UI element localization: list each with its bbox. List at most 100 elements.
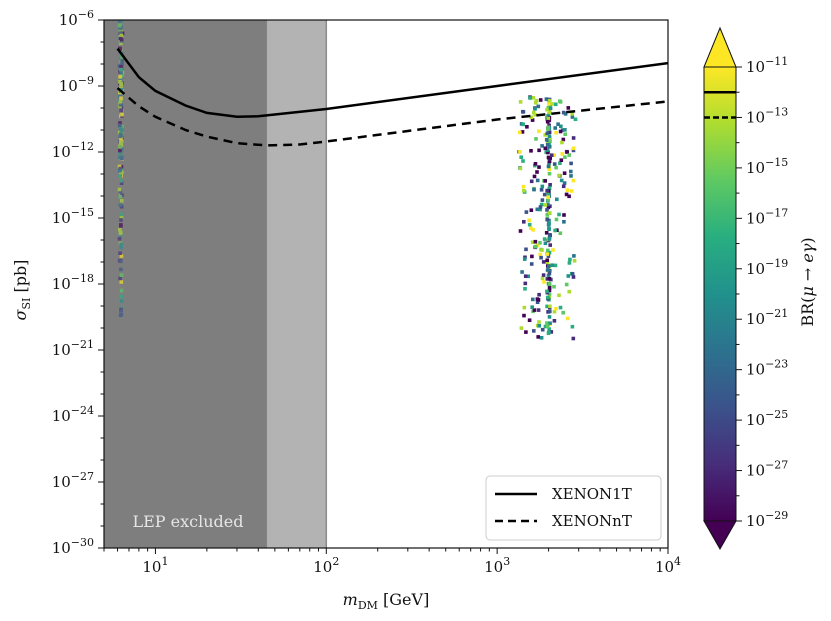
scatter-point bbox=[546, 295, 550, 300]
scatter-point bbox=[119, 139, 124, 144]
scatter-point bbox=[544, 97, 549, 101]
scatter-point bbox=[120, 62, 124, 67]
scatter-point bbox=[545, 142, 550, 147]
scatter-point bbox=[119, 65, 123, 69]
scatter-point bbox=[533, 100, 538, 105]
scatter-point bbox=[545, 119, 550, 124]
scatter-point bbox=[522, 313, 526, 318]
scatter-point bbox=[541, 260, 546, 264]
lep-excluded-label: LEP excluded bbox=[133, 512, 244, 531]
scatter-point bbox=[118, 203, 123, 207]
scatter-point bbox=[518, 150, 522, 154]
scatter-point bbox=[521, 109, 525, 114]
scatter-point bbox=[119, 245, 123, 250]
scatter-point bbox=[569, 169, 573, 174]
scatter-point bbox=[537, 165, 541, 169]
scatter-point bbox=[119, 224, 123, 228]
x-tick-label: 102 bbox=[313, 555, 339, 576]
scatter-point bbox=[518, 130, 522, 135]
scatter-point bbox=[530, 305, 534, 309]
scatter-point bbox=[547, 98, 552, 103]
scatter-point bbox=[533, 112, 538, 117]
y-tick-label: 10−24 bbox=[52, 404, 94, 425]
scatter-point bbox=[559, 124, 563, 129]
scatter-point bbox=[533, 239, 538, 244]
scatter-point bbox=[118, 36, 123, 41]
curve-xenon1t bbox=[116, 47, 668, 119]
scatter-point bbox=[119, 137, 123, 141]
scatter-point bbox=[572, 254, 576, 258]
scatter-point bbox=[117, 237, 122, 241]
limit-curves bbox=[116, 47, 668, 147]
scatter-point bbox=[554, 130, 558, 135]
scatter-point bbox=[550, 263, 554, 267]
scatter-point bbox=[545, 212, 550, 217]
excluded-region-2 bbox=[267, 20, 327, 548]
scatter-point bbox=[545, 289, 549, 294]
scatter-point bbox=[537, 292, 541, 297]
scatter-points bbox=[104, 20, 578, 548]
scatter-point bbox=[548, 139, 552, 143]
scatter-point bbox=[522, 220, 526, 224]
y-tick-label: 10−6 bbox=[59, 8, 94, 29]
scatter-point bbox=[119, 147, 124, 152]
scatter-point bbox=[120, 58, 124, 63]
scatter-point bbox=[119, 288, 124, 293]
scatter-point bbox=[547, 282, 552, 286]
scatter-point bbox=[532, 110, 536, 115]
colorbar-gradient bbox=[703, 66, 737, 522]
colorbar-ticks: 10−29 10−27 10−25 10−23 10−21 10−19 10−17 10−15… bbox=[736, 55, 788, 530]
scatter-point bbox=[119, 103, 123, 107]
scatter-point bbox=[546, 202, 550, 207]
scatter-point bbox=[534, 244, 538, 249]
scatter-point bbox=[548, 309, 552, 314]
scatter-point bbox=[117, 23, 122, 28]
scatter-point bbox=[520, 270, 524, 274]
scatter-point bbox=[537, 320, 541, 324]
scatter-point bbox=[562, 213, 566, 217]
scatter-point bbox=[546, 205, 551, 210]
scatter-point bbox=[537, 148, 541, 153]
x-tick-label: 104 bbox=[655, 555, 681, 576]
scatter-point bbox=[546, 150, 550, 155]
scatter-point bbox=[559, 178, 564, 183]
scatter-point bbox=[569, 189, 574, 193]
scatter-point bbox=[557, 173, 561, 178]
scatter-point bbox=[565, 150, 569, 154]
y-axis-ticks: 10−30 10−27 10−24 10−21 10−18 10−15 10−12 10−9 1… bbox=[52, 8, 104, 557]
colorbar-tick-label: 10−13 bbox=[746, 105, 788, 126]
scatter-point bbox=[546, 127, 550, 132]
scatter-point bbox=[118, 47, 122, 51]
scatter-point bbox=[546, 254, 551, 258]
scatter-point bbox=[119, 67, 123, 72]
scatter-point bbox=[120, 73, 124, 78]
scatter-point bbox=[118, 75, 122, 79]
scatter-point bbox=[529, 208, 534, 212]
scatter-point bbox=[536, 308, 541, 312]
y-tick-label: 10−21 bbox=[52, 338, 94, 359]
excluded-region-1 bbox=[104, 20, 268, 548]
scatter-point bbox=[539, 336, 544, 340]
scatter-point bbox=[545, 217, 549, 222]
scatter-point bbox=[548, 321, 552, 325]
scatter-point bbox=[561, 137, 566, 142]
scatter-point bbox=[118, 134, 122, 139]
scatter-point bbox=[522, 257, 527, 261]
colorbar-tick-label: 10−29 bbox=[746, 509, 788, 530]
scatter-point bbox=[545, 321, 549, 325]
scatter-point bbox=[119, 215, 124, 220]
scatter-point bbox=[117, 187, 122, 192]
scatter-point bbox=[118, 166, 122, 171]
scatter-point bbox=[553, 126, 557, 130]
scatter-point bbox=[561, 184, 566, 189]
scatter-point bbox=[563, 128, 567, 132]
scatter-point bbox=[524, 210, 529, 214]
scatter-point bbox=[560, 152, 565, 156]
scatter-point bbox=[527, 318, 532, 322]
x-tick-label: 101 bbox=[142, 555, 168, 576]
scatter-point bbox=[530, 254, 534, 259]
scatter-point bbox=[117, 123, 122, 128]
scatter-point bbox=[520, 130, 525, 134]
scatter-point bbox=[567, 289, 571, 294]
